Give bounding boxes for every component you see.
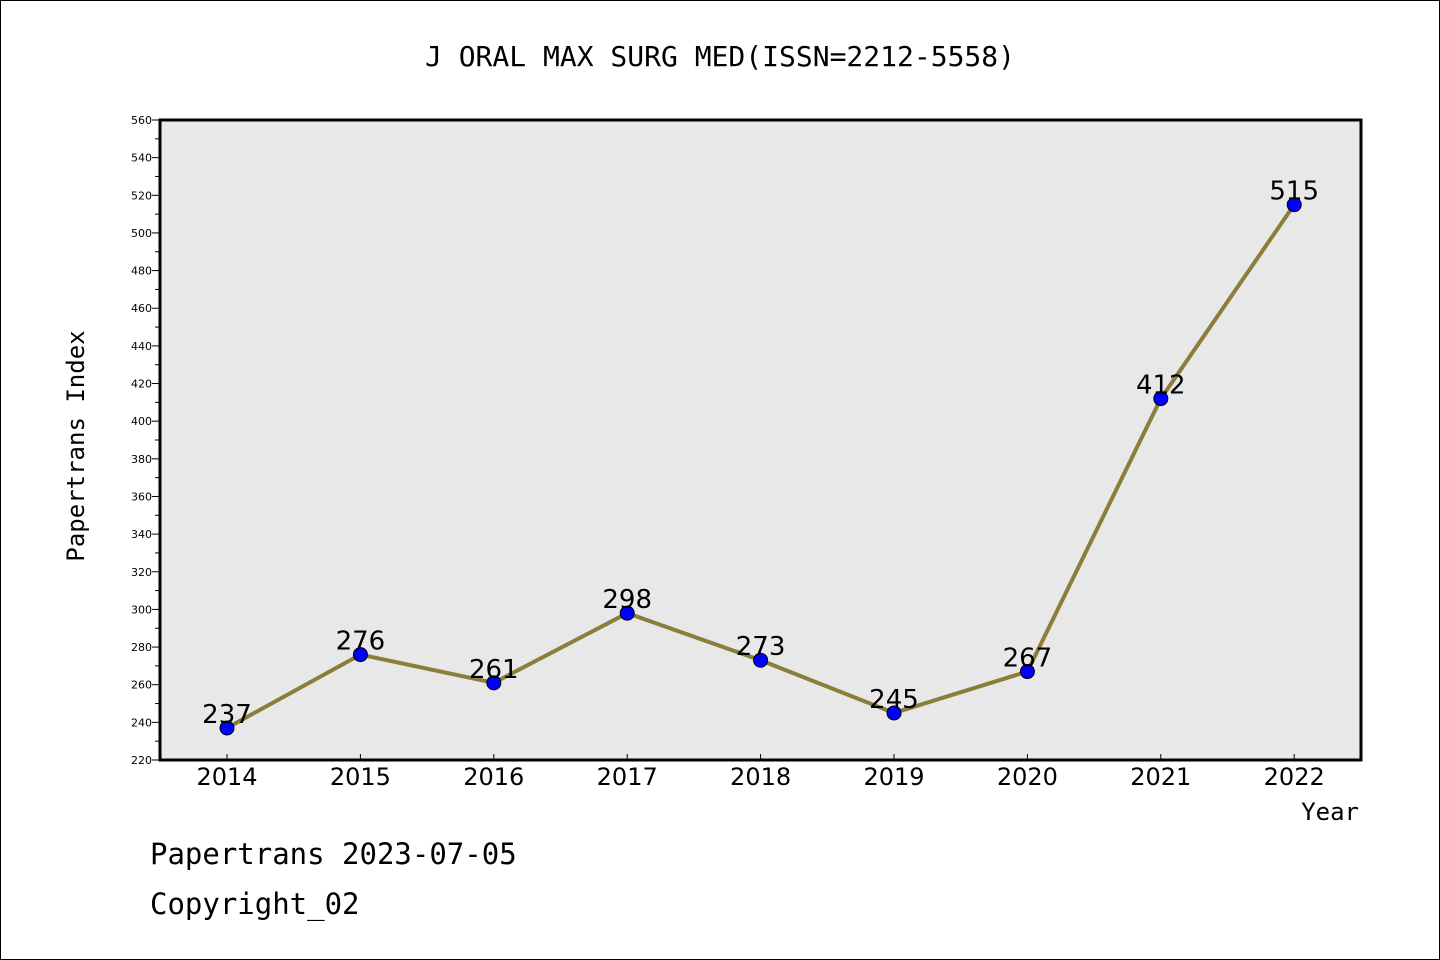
data-label: 261: [469, 655, 519, 685]
x-tick-label: 2015: [330, 763, 391, 791]
data-point: [1153, 391, 1169, 407]
y-tick-label: 520: [131, 189, 152, 202]
y-axis: 220 240 260 280 300 320 340 360 380 400 420 440 460 4…: [131, 114, 160, 767]
footer-date: Papertrans 2023-07-05: [150, 837, 517, 871]
data-point: [486, 675, 502, 691]
y-tick-label: 340: [131, 528, 152, 541]
data-label: 245: [869, 685, 919, 715]
y-tick-label: 260: [131, 679, 152, 692]
x-tick-label: 2017: [597, 763, 658, 791]
y-tick-label: 480: [131, 265, 152, 278]
y-tick-label: 560: [131, 114, 152, 127]
y-tick-label: 360: [131, 490, 152, 503]
y-tick-label: 540: [131, 152, 152, 165]
y-tick-label: 380: [131, 453, 152, 466]
x-tick-label: 2019: [863, 763, 924, 791]
chart-title: J ORAL MAX SURG MED(ISSN=2212-5558): [425, 40, 1015, 73]
data-point: [753, 652, 769, 668]
data-label: 515: [1269, 177, 1319, 207]
y-axis-label: Papertrans Index: [62, 330, 90, 561]
x-tick-label: 2018: [730, 763, 791, 791]
data-label: 237: [202, 700, 252, 730]
y-tick-label: 460: [131, 302, 152, 315]
data-label: 267: [1003, 644, 1053, 674]
x-axis: 2014 2015 2016 2017 2018 2019 2020 2021 2022: [196, 754, 1325, 791]
data-label: 412: [1136, 371, 1186, 401]
y-tick-label: 440: [131, 340, 152, 353]
series-markers: [219, 197, 1302, 736]
data-point: [619, 605, 635, 621]
y-tick-label: 320: [131, 566, 152, 579]
data-point: [1019, 664, 1035, 680]
data-label: 298: [602, 585, 652, 615]
y-tick-label: 240: [131, 716, 152, 729]
data-point: [219, 720, 235, 736]
y-tick-label: 280: [131, 641, 152, 654]
y-tick-label: 300: [131, 603, 152, 616]
data-point: [886, 705, 902, 721]
x-tick-label: 2022: [1264, 763, 1325, 791]
data-label: 276: [336, 627, 386, 657]
y-tick-label: 220: [131, 754, 152, 767]
x-tick-label: 2020: [997, 763, 1058, 791]
x-tick-label: 2014: [196, 763, 257, 791]
footer-copyright: Copyright_02: [150, 887, 360, 922]
y-tick-label: 400: [131, 415, 152, 428]
data-labels: 237 276 261 298 273 245 267 412 515: [202, 177, 1319, 730]
y-tick-label: 420: [131, 378, 152, 391]
data-point: [1286, 197, 1302, 213]
x-tick-label: 2016: [463, 763, 524, 791]
x-axis-label: Year: [1301, 798, 1359, 826]
data-point: [352, 647, 368, 663]
y-tick-label: 500: [131, 227, 152, 240]
data-label: 273: [736, 632, 786, 662]
x-tick-label: 2021: [1130, 763, 1191, 791]
